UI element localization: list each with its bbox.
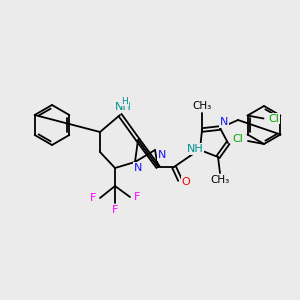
- Text: Cl: Cl: [232, 134, 243, 144]
- Text: CH₃: CH₃: [192, 101, 212, 111]
- Text: NH: NH: [187, 144, 203, 154]
- Text: F: F: [112, 205, 118, 215]
- Text: N: N: [158, 150, 166, 160]
- Text: Cl: Cl: [268, 113, 279, 124]
- Text: F: F: [134, 192, 140, 202]
- Text: H: H: [122, 97, 128, 106]
- Text: N: N: [134, 163, 142, 173]
- Text: N: N: [220, 117, 228, 127]
- Text: N: N: [232, 136, 240, 146]
- Text: O: O: [182, 177, 190, 187]
- Text: F: F: [90, 193, 96, 203]
- Text: CH₃: CH₃: [210, 175, 230, 185]
- Text: NH: NH: [115, 102, 131, 112]
